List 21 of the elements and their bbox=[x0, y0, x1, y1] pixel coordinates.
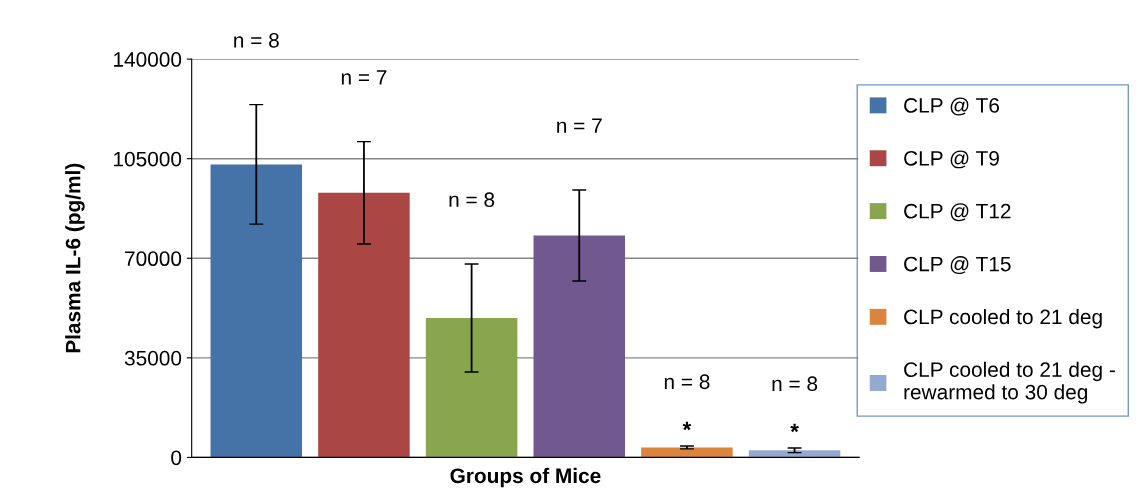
annotation: n = 8 bbox=[772, 376, 818, 392]
legend-label: CLP @ T12 bbox=[904, 203, 1011, 222]
annotation: n = 8 bbox=[664, 374, 710, 390]
y-tick-label: 140000 bbox=[114, 52, 182, 67]
legend-label: CLP @ T9 bbox=[904, 150, 999, 169]
legend-label: CLP cooled to 21 deg - rewarmed to 30 deg bbox=[904, 361, 1115, 404]
text: n = 8 bbox=[234, 32, 279, 48]
legend-label: CLP @ T15 bbox=[904, 256, 1011, 275]
annotation: n = 7 bbox=[341, 70, 387, 85]
annotation: n = 7 bbox=[557, 118, 602, 133]
data-label: * bbox=[790, 423, 799, 433]
y-tick-label: 35000 bbox=[124, 350, 182, 366]
y-tick-label: 70000 bbox=[125, 251, 182, 267]
y-axis-title: Plasma IL-6 (pg/ml) bbox=[65, 163, 85, 353]
legend-label: CLP @ T6 bbox=[904, 97, 999, 116]
y-tick-label: 0 bbox=[171, 450, 182, 466]
legend-label: CLP cooled to 21 deg bbox=[904, 308, 1102, 329]
annotation: n = 8 bbox=[449, 192, 495, 208]
x-axis-title: Groups of Mice bbox=[450, 467, 601, 488]
y-tick-label: 105000 bbox=[114, 151, 182, 167]
data-label: * bbox=[682, 421, 692, 431]
